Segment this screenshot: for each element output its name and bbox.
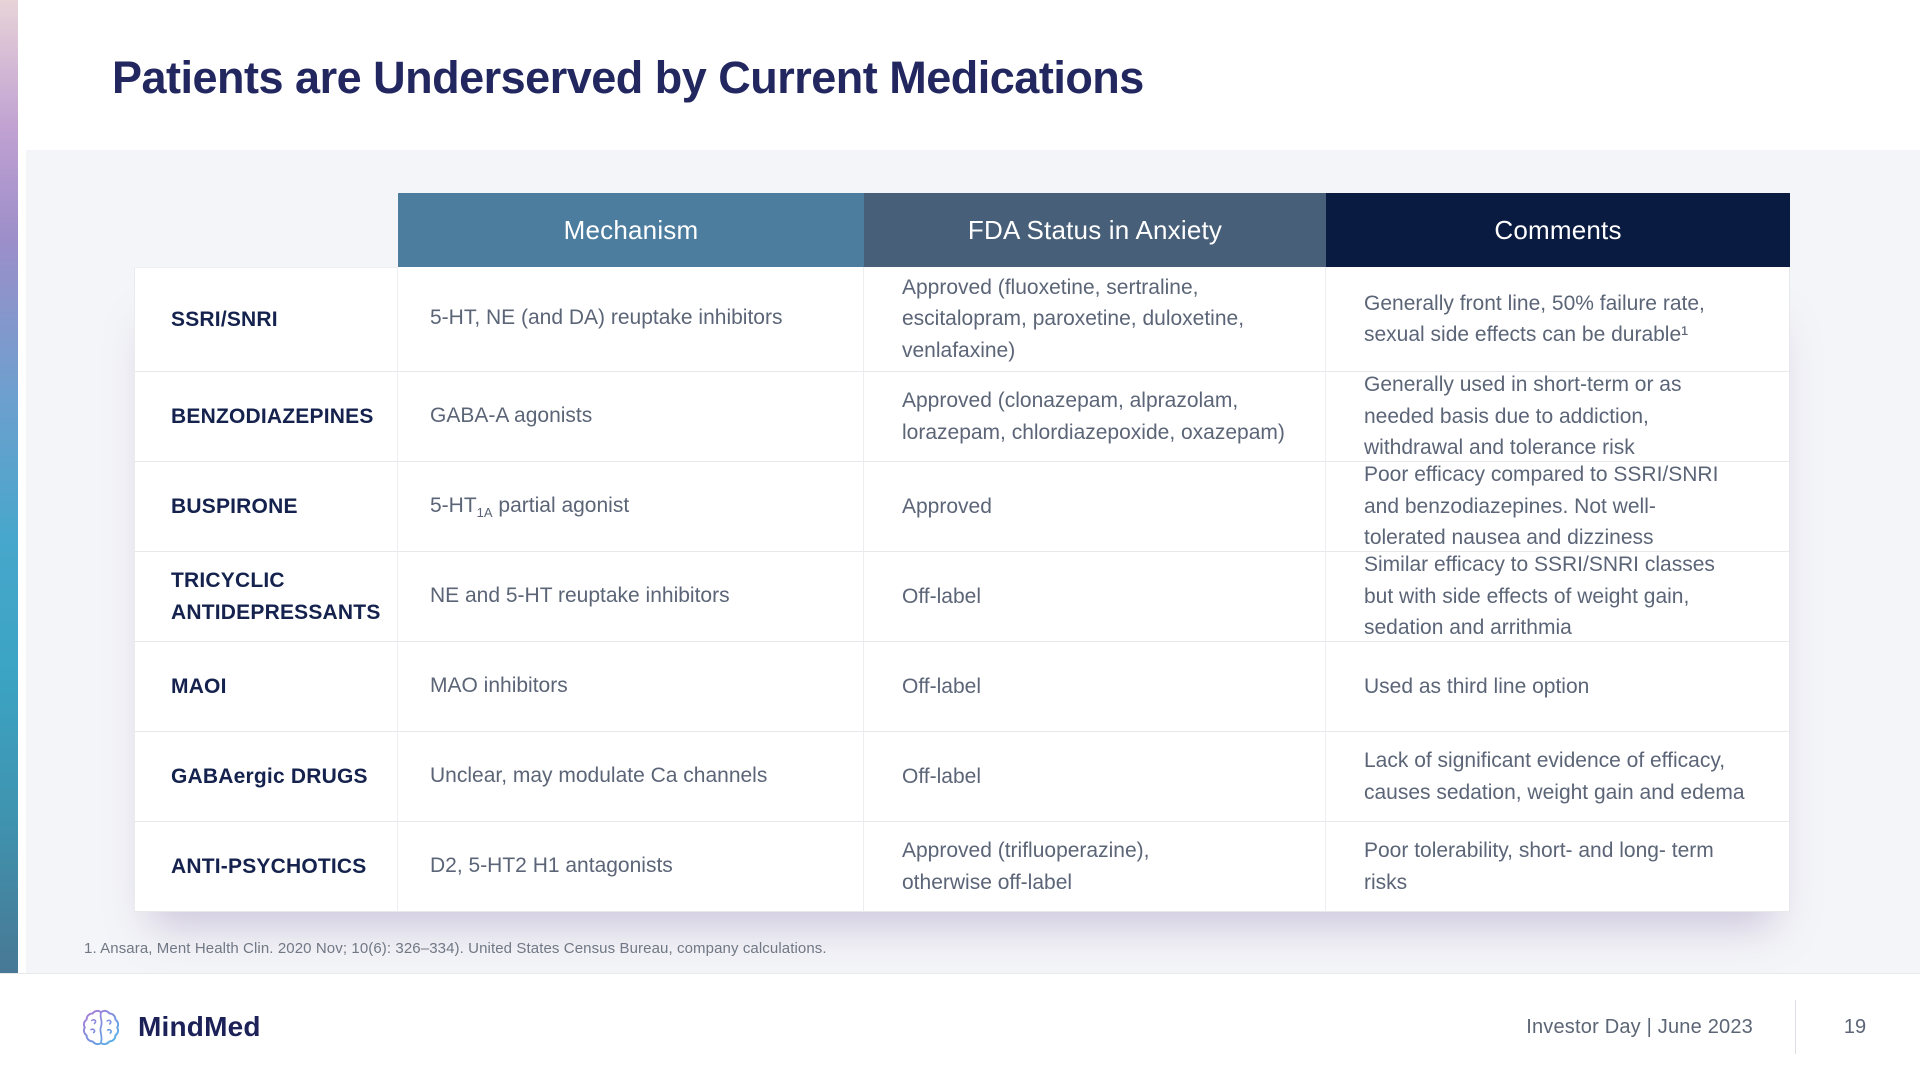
row-label-text: ANTI-PSYCHOTICS xyxy=(171,854,367,878)
brand-name: MindMed xyxy=(138,1011,261,1042)
footer-divider xyxy=(1795,1000,1796,1054)
brain-logo-icon xyxy=(82,1009,120,1046)
footer: MindMed Investor Day | June 2023 19 xyxy=(0,973,1920,1080)
fda-status-text: Approved xyxy=(902,494,992,518)
row-label-ssri-snri: SSRI/SNRI xyxy=(134,267,398,372)
comments-cell: Lack of significant evidence of efficacy… xyxy=(1326,732,1790,822)
mechanism-cell: GABA-A agonists xyxy=(398,372,864,462)
comments-cell: Similar efficacy to SSRI/SNRI classes bu… xyxy=(1326,552,1790,642)
comments-text: Generally used in short-term or as neede… xyxy=(1364,373,1682,460)
comments-text: Poor tolerability, short- and long- term… xyxy=(1364,839,1714,894)
fda-status-text: Approved (trifluoperazine), otherwise of… xyxy=(902,839,1150,894)
row-label-tricyclic-antidepressants: TRICYCLIC ANTIDEPRESSANTS xyxy=(134,552,398,642)
comments-cell: Used as third line option xyxy=(1326,642,1790,732)
row-label-text: MAOI xyxy=(171,674,227,698)
footer-event-text: Investor Day | June 2023 xyxy=(1526,1015,1753,1038)
footer-right: Investor Day | June 2023 19 xyxy=(1526,1000,1872,1054)
fda-status-cell: Approved (trifluoperazine), otherwise of… xyxy=(864,822,1326,912)
column-header-comments: Comments xyxy=(1326,193,1790,267)
mechanism-text: 5-HT1A partial agonist xyxy=(430,493,630,520)
comments-text: Similar efficacy to SSRI/SNRI classes bu… xyxy=(1364,553,1715,640)
mechanism-cell: Unclear, may modulate Ca channels xyxy=(398,732,864,822)
row-label-anti-psychotics: ANTI-PSYCHOTICS xyxy=(134,822,398,912)
comments-text: Poor efficacy compared to SSRI/SNRI and … xyxy=(1364,463,1719,550)
row-label-text: SSRI/SNRI xyxy=(171,307,278,331)
fda-status-text: Approved (clonazepam, alprazolam, loraze… xyxy=(902,389,1285,444)
fda-status-text: Approved (fluoxetine, sertraline, escita… xyxy=(902,275,1245,362)
mechanism-text: GABA-A agonists xyxy=(430,403,593,427)
row-label-text: GABAergic DRUGS xyxy=(171,764,368,788)
fda-status-text: Off-label xyxy=(902,674,981,698)
row-label-buspirone: BUSPIRONE xyxy=(134,462,398,552)
row-label-maoi: MAOI xyxy=(134,642,398,732)
fda-status-cell: Off-label xyxy=(864,642,1326,732)
comments-cell: Generally front line, 50% failure rate, … xyxy=(1326,267,1790,372)
footnote: 1. Ansara, Ment Health Clin. 2020 Nov; 1… xyxy=(84,940,827,957)
fda-status-text: Off-label xyxy=(902,584,981,608)
mechanism-cell: 5-HT1A partial agonist xyxy=(398,462,864,552)
fda-status-cell: Off-label xyxy=(864,732,1326,822)
table-corner-spacer xyxy=(134,193,398,267)
comments-text: Used as third line option xyxy=(1364,674,1590,698)
row-label-benzodiazepines: BENZODIAZEPINES xyxy=(134,372,398,462)
mechanism-text: D2, 5-HT2 H1 antagonists xyxy=(430,853,673,877)
column-header-fda-status: FDA Status in Anxiety xyxy=(864,193,1326,267)
row-label-gabaergic-drugs: GABAergic DRUGS xyxy=(134,732,398,822)
row-label-text: BENZODIAZEPINES xyxy=(171,404,374,428)
row-label-text: BUSPIRONE xyxy=(171,494,298,518)
page-number: 19 xyxy=(1843,1015,1867,1038)
mechanism-cell: NE and 5-HT reuptake inhibitors xyxy=(398,552,864,642)
fda-status-cell: Off-label xyxy=(864,552,1326,642)
brand-lockup: MindMed xyxy=(80,1006,261,1048)
fda-status-cell: Approved (clonazepam, alprazolam, loraze… xyxy=(864,372,1326,462)
comments-cell: Poor tolerability, short- and long- term… xyxy=(1326,822,1790,912)
mechanism-text: Unclear, may modulate Ca channels xyxy=(430,763,768,787)
comments-cell: Generally used in short-term or as neede… xyxy=(1326,372,1790,462)
mechanism-text: NE and 5-HT reuptake inhibitors xyxy=(430,583,730,607)
medications-table: Mechanism FDA Status in Anxiety Comments… xyxy=(134,193,1790,912)
mechanism-text: MAO inhibitors xyxy=(430,673,568,697)
comments-text: Generally front line, 50% failure rate, … xyxy=(1364,291,1705,347)
mechanism-cell: MAO inhibitors xyxy=(398,642,864,732)
fda-status-cell: Approved (fluoxetine, sertraline, escita… xyxy=(864,267,1326,372)
comments-text: Lack of significant evidence of efficacy… xyxy=(1364,749,1745,804)
page-title: Patients are Underserved by Current Medi… xyxy=(112,52,1144,103)
mechanism-cell: 5-HT, NE (and DA) reuptake inhibitors xyxy=(398,267,864,372)
column-header-mechanism: Mechanism xyxy=(398,193,864,267)
fda-status-cell: Approved xyxy=(864,462,1326,552)
mechanism-text: 5-HT, NE (and DA) reuptake inhibitors xyxy=(430,306,783,330)
row-label-text: TRICYCLIC ANTIDEPRESSANTS xyxy=(171,569,381,624)
gradient-accent-strip xyxy=(0,0,18,1080)
fda-status-text: Off-label xyxy=(902,764,981,788)
mechanism-cell: D2, 5-HT2 H1 antagonists xyxy=(398,822,864,912)
comments-cell: Poor efficacy compared to SSRI/SNRI and … xyxy=(1326,462,1790,552)
